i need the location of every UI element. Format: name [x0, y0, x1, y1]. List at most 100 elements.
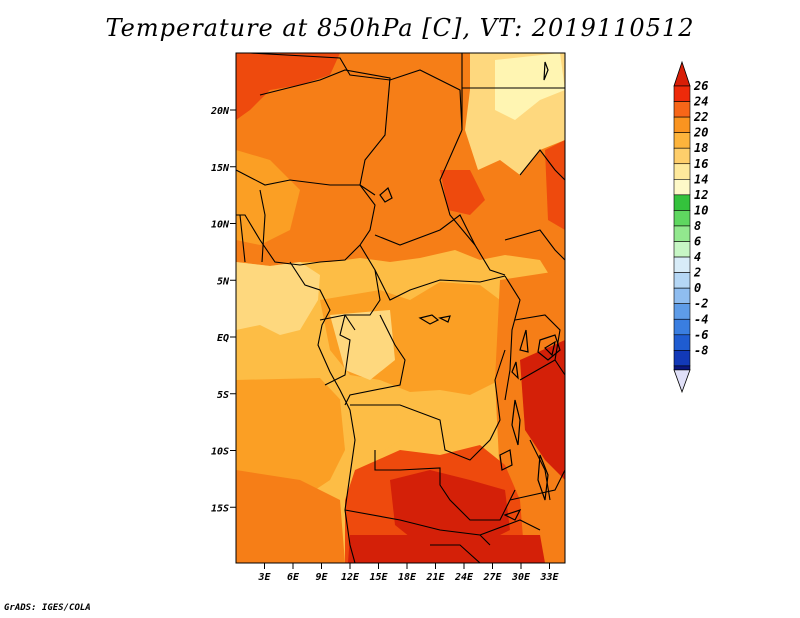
map-title: Temperature at 850hPa [C], VT: 201911051…: [105, 14, 695, 42]
temp-zone-gulf: [236, 262, 320, 335]
colorbar-bin: [673, 225, 691, 242]
colorbar-label: 6: [694, 235, 701, 249]
lakes: [379, 61, 561, 521]
colorbar-bin: [673, 147, 691, 165]
border-zimbabwe: [479, 519, 541, 536]
lat-label: 5S: [217, 390, 229, 401]
lake-malawi: [537, 454, 549, 501]
colorbar-bin: [673, 132, 691, 149]
border-mozambique: [509, 469, 565, 501]
colorbar-bin: [673, 287, 691, 304]
colorbar-bin: [673, 350, 691, 367]
axis-labels: 20N 15N 10N 5N EQ 5S 10S 15S 3E 6E 9E 12E 15E 18E 21E 2…: [210, 106, 560, 583]
lat-label: 15S: [211, 503, 229, 514]
temp-zone-west-lobe: [236, 150, 300, 245]
border-benin: [259, 189, 266, 263]
lon-label: 15E: [369, 572, 388, 583]
lake-mai-ndombe: [418, 314, 440, 325]
colorbar-bottom-bin: [673, 365, 691, 371]
colorbar-bin: [673, 101, 691, 118]
colorbar-label: 20: [693, 126, 708, 140]
colorbar-top-arrow: [673, 60, 691, 87]
border-ethiopia: [519, 149, 565, 181]
lat-label: 15N: [211, 163, 230, 174]
colorbar-label: 18: [694, 141, 708, 155]
border-uganda: [514, 314, 561, 361]
lake-albert: [519, 329, 529, 353]
lon-label: 3E: [257, 572, 271, 583]
temp-zone-south-hot: [390, 470, 510, 545]
border-togo: [239, 214, 246, 263]
colorbar-label: 22: [693, 110, 708, 124]
colorbar-label: 14: [694, 172, 708, 186]
lake-tanganyika: [511, 399, 521, 446]
colorbar-label: 26: [693, 79, 708, 93]
lat-label: EQ: [217, 333, 229, 344]
country-borders: [236, 53, 565, 563]
lat-label: 10S: [211, 447, 229, 458]
temp-zone-angola-cool: [340, 400, 400, 460]
lake-kyoga: [544, 340, 556, 357]
colorbar-label: 8: [694, 219, 701, 233]
border-botswana: [430, 544, 481, 563]
colorbar-label: 10: [694, 203, 708, 217]
lake-turkana: [543, 61, 549, 81]
colorbar-bottom-arrow: [673, 369, 691, 394]
border-congo: [324, 314, 351, 386]
colorbar-label: 16: [694, 157, 708, 171]
lon-label: 30E: [511, 572, 531, 583]
border-malawi: [529, 439, 551, 501]
lon-label: 27E: [482, 572, 502, 583]
lake-kivu: [511, 361, 519, 380]
colorbar-label: 4: [694, 250, 701, 264]
lon-label: 24E: [454, 572, 474, 583]
lon-label: 6E: [287, 572, 300, 583]
colorbar-label: 2: [693, 266, 701, 280]
colorbar-label: 12: [694, 188, 708, 202]
colorbar-bin: [673, 303, 691, 320]
border-drc-south: [350, 349, 506, 461]
border-car-north: [374, 214, 476, 246]
colorbar-bin: [673, 256, 691, 273]
colorbar-bin: [673, 163, 691, 180]
lake-victoria: [537, 334, 561, 361]
border-car-south: [374, 269, 506, 301]
colorbar-bin: [673, 241, 691, 258]
colorbar-bin: [673, 194, 691, 211]
border-gabon: [319, 314, 356, 331]
map-frame: [235, 52, 566, 564]
lon-label: 12E: [341, 572, 360, 583]
colorbar-label: 24: [693, 95, 708, 109]
lat-label: 5N: [217, 276, 230, 287]
temp-zone-hotspot-east: [545, 140, 565, 230]
colorbar-bin: [673, 210, 691, 227]
temp-zone-hotspot-west: [236, 53, 340, 120]
lon-label: 18E: [398, 572, 417, 583]
lon-label: 9E: [315, 572, 328, 583]
lon-label: 33E: [539, 572, 559, 583]
lake-kariba: [503, 508, 522, 521]
lat-label: 10N: [211, 220, 230, 231]
temp-zone-hotspot-chad: [440, 170, 485, 215]
colorbar-bin: [673, 272, 691, 289]
colorbar-bin: [673, 318, 691, 336]
map-area: [236, 53, 565, 563]
temp-zone-east-hot: [520, 340, 565, 480]
temp-zone-angola-coast: [236, 378, 350, 505]
colorbar-label: 0: [694, 281, 701, 295]
temp-zone-sw-warm: [236, 470, 345, 563]
border-niger-chad: [259, 69, 391, 196]
colorbar-label: -6: [694, 328, 708, 342]
temp-zone-south-hot-2: [348, 535, 545, 563]
lat-label: 20N: [210, 106, 230, 117]
border-drc-west: [344, 314, 406, 406]
border-south-sudan-east: [504, 229, 565, 261]
border-chad-sudan: [439, 129, 506, 276]
colorbar-bin: [673, 179, 691, 196]
colorbar-bin: [673, 116, 691, 133]
lake-mweru: [499, 449, 513, 471]
border-namibia: [344, 509, 491, 546]
colorbar-label: -8: [694, 343, 708, 357]
